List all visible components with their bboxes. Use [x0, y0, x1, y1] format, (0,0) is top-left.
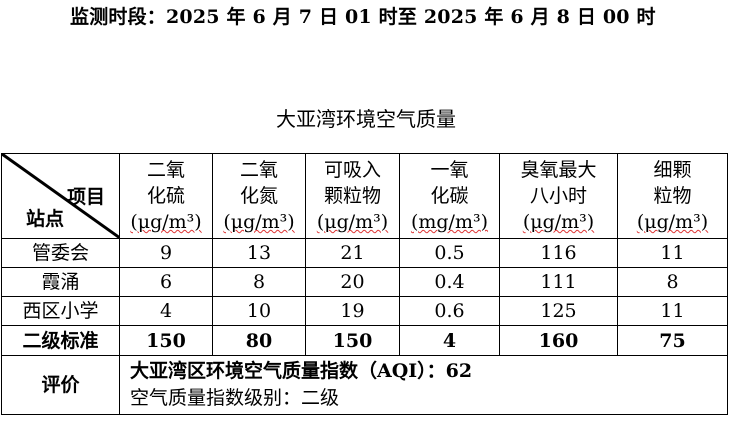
column-name-line2: 八小时	[529, 185, 587, 207]
column-header-pm10: 可吸入颗粒物 (μg/m³)	[305, 153, 400, 239]
cell-value: 0.4	[399, 267, 500, 297]
column-name-line1: 臭氧最大	[520, 159, 597, 181]
station-name: 霞涌	[1, 267, 120, 297]
standard-row: 二级标准 150 80 150 4 160 75	[1, 325, 728, 356]
table-row: 西区小学 4 10 19 0.6 125 11	[1, 296, 728, 326]
column-name-line1: 细颗	[653, 159, 692, 181]
air-quality-table: 项目 站点 二氧化硫 (μg/m³) 二氧化氮 (μg/m³) 可吸入颗粒物 (μg/…	[1, 153, 728, 415]
cell-value: 6	[119, 267, 213, 297]
table-row: 霞涌 6 8 20 0.4 111 8	[1, 267, 728, 297]
column-name-line2: 化硫	[146, 185, 185, 207]
standard-value: 80	[212, 325, 306, 356]
column-header-co: 一氧化碳 (mg/m³)	[399, 153, 500, 239]
standard-value: 160	[499, 325, 618, 356]
column-name-line1: 二氧	[146, 159, 185, 181]
aqi-level-line: 空气质量指数级别：二级	[130, 387, 340, 409]
evaluation-text: 大亚湾区环境空气质量指数（AQI）：62 空气质量指数级别：二级	[119, 355, 728, 415]
standard-value: 150	[119, 325, 213, 356]
header-row: 项目 站点 二氧化硫 (μg/m³) 二氧化氮 (μg/m³) 可吸入颗粒物 (μg/…	[1, 153, 728, 239]
column-header-pm25: 细颗粒物 (μg/m³)	[617, 153, 728, 239]
column-unit: (μg/m³)	[636, 211, 709, 233]
column-name-line2: 颗粒物	[323, 185, 381, 207]
cell-value: 8	[212, 267, 306, 297]
cell-value: 0.6	[399, 296, 500, 326]
cell-value: 0.5	[399, 238, 500, 268]
standard-value: 150	[305, 325, 400, 356]
standard-value: 4	[399, 325, 500, 356]
cell-value: 8	[617, 267, 728, 297]
column-name-line2: 化碳	[430, 185, 469, 207]
diagonal-divider	[2, 154, 119, 238]
column-unit: (μg/m³)	[223, 211, 295, 233]
evaluation-label: 评价	[1, 355, 120, 415]
column-header-so2: 二氧化硫 (μg/m³)	[119, 153, 213, 239]
standard-value: 75	[617, 325, 728, 356]
column-name-line1: 二氧	[239, 159, 278, 181]
cell-value: 4	[119, 296, 213, 326]
cell-value: 116	[499, 238, 618, 268]
standard-label: 二级标准	[1, 325, 120, 356]
cell-value: 20	[305, 267, 400, 297]
corner-header-cell: 项目 站点	[1, 153, 120, 239]
cell-value: 13	[212, 238, 306, 268]
station-name: 西区小学	[1, 296, 120, 326]
cell-value: 9	[119, 238, 213, 268]
cell-value: 125	[499, 296, 618, 326]
column-unit: (mg/m³)	[410, 211, 489, 233]
column-unit: (μg/m³)	[522, 211, 595, 233]
column-name-line2: 粒物	[653, 185, 692, 207]
cell-value: 21	[305, 238, 400, 268]
cell-value: 11	[617, 296, 728, 326]
cell-value: 10	[212, 296, 306, 326]
column-unit: (μg/m³)	[130, 211, 202, 233]
evaluation-row: 评价 大亚湾区环境空气质量指数（AQI）：62 空气质量指数级别：二级	[1, 355, 728, 415]
column-header-no2: 二氧化氮 (μg/m³)	[212, 153, 306, 239]
column-header-o3: 臭氧最大八小时 (μg/m³)	[499, 153, 618, 239]
monitoring-period: 监测时段：2025 年 6 月 7 日 01 时至 2025 年 6 月 8 日…	[70, 6, 656, 28]
aqi-line: 大亚湾区环境空气质量指数（AQI）：62	[130, 360, 473, 382]
corner-label-station: 站点	[26, 208, 65, 230]
column-name-line2: 化氮	[239, 185, 278, 207]
cell-value: 11	[617, 238, 728, 268]
corner-label-item: 项目	[66, 186, 105, 208]
column-unit: (μg/m³)	[316, 211, 389, 233]
column-name-line1: 可吸入	[323, 159, 381, 181]
station-name: 管委会	[1, 238, 120, 268]
table-row: 管委会 9 13 21 0.5 116 11	[1, 238, 728, 268]
cell-value: 19	[305, 296, 400, 326]
cell-value: 111	[499, 267, 618, 297]
table-title: 大亚湾环境空气质量	[276, 107, 456, 131]
column-name-line1: 一氧	[430, 159, 469, 181]
